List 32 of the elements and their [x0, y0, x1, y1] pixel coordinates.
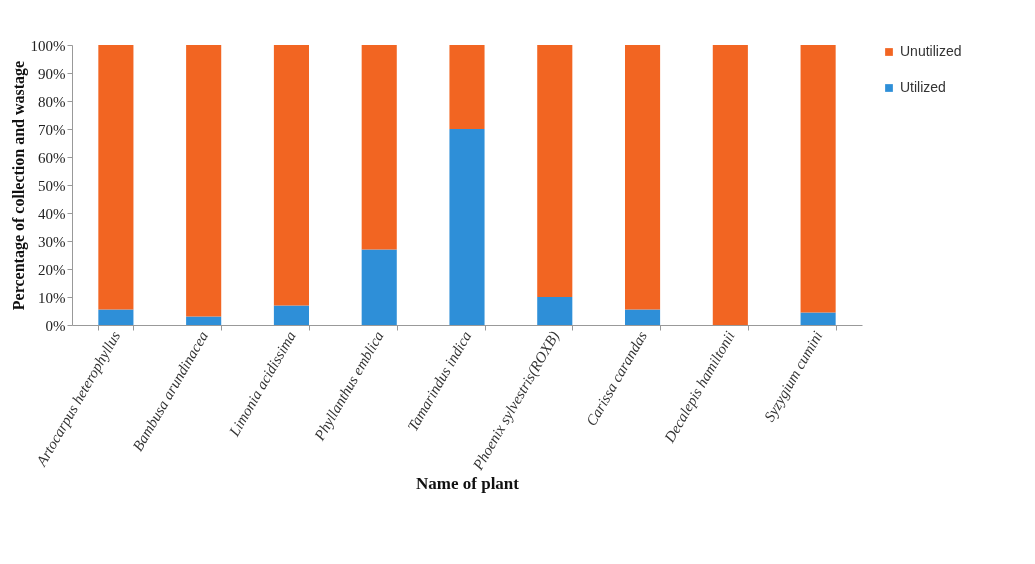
legend-label: Utilized [900, 79, 946, 95]
bar [537, 45, 573, 297]
y-tick-label: 80% [38, 93, 66, 110]
y-axis-title: Percentage of collection and wastage [9, 60, 28, 311]
y-tick-label: 10% [38, 289, 66, 306]
bar [361, 45, 397, 250]
bar [273, 45, 309, 306]
bar [625, 45, 661, 310]
bar [449, 129, 485, 325]
bar [800, 312, 836, 325]
y-tick-label: 40% [38, 205, 66, 222]
bar [98, 309, 134, 325]
y-tick-label: 60% [38, 149, 66, 166]
legend-label: Unutilized [900, 43, 962, 59]
bar [537, 297, 573, 325]
y-tick-label: 90% [38, 65, 66, 82]
bar [361, 249, 397, 325]
bar [449, 45, 485, 129]
bar [625, 309, 661, 325]
y-tick-label: 0% [45, 317, 66, 334]
bar [800, 45, 836, 313]
bar [712, 45, 748, 325]
bar [98, 45, 134, 310]
y-tick-label: 20% [38, 261, 66, 278]
bar [186, 45, 222, 317]
y-tick-label: 100% [30, 37, 66, 54]
bar [273, 305, 309, 325]
bar [186, 316, 222, 325]
x-axis-title: Name of plant [416, 474, 520, 494]
y-tick-label: 50% [38, 177, 66, 194]
y-tick-label: 30% [38, 233, 66, 250]
y-tick-label: 70% [38, 121, 66, 138]
